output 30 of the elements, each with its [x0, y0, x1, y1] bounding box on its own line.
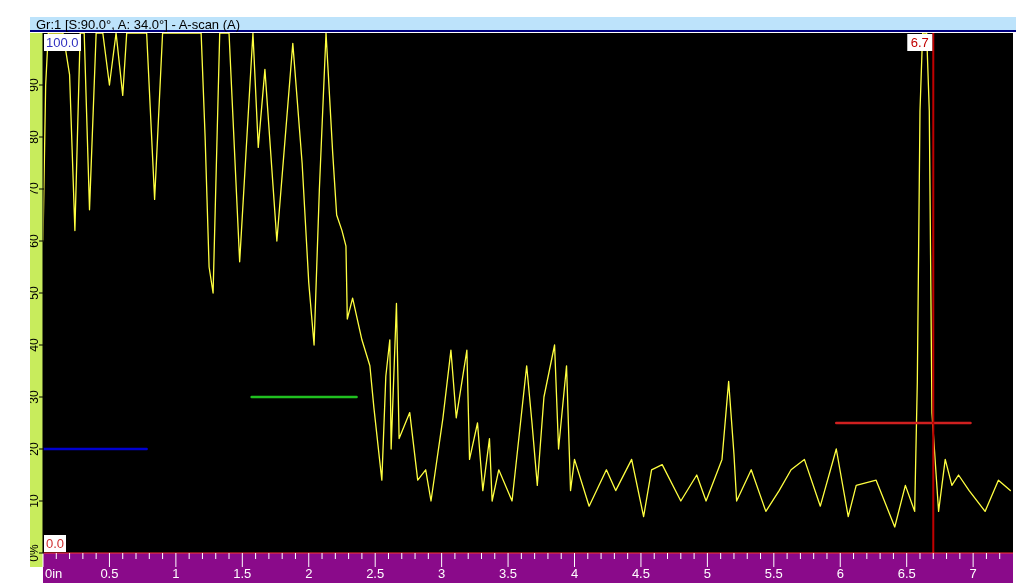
x-tick-label: 0.5 — [100, 566, 119, 581]
x-tick-label: 1.5 — [233, 566, 252, 581]
y-tick-label: 80 — [27, 130, 41, 144]
x-tick-label: 5.5 — [764, 566, 783, 581]
x-tick-label: 4.5 — [631, 566, 650, 581]
x-tick-label: 6 — [836, 566, 844, 581]
y-tick-label: 10 — [27, 494, 41, 508]
x-tick-label: 1 — [172, 566, 180, 581]
y-tick-label: 40 — [27, 338, 41, 352]
y-tick-label: 20 — [27, 442, 41, 456]
x-tick-label: 7 — [969, 566, 977, 581]
annotation: 0.0 — [44, 535, 67, 552]
chart-title: Gr:1 [S:90.0°, A: 34.0°] - A-scan (A) — [30, 17, 1016, 32]
x-tick-label: 3.5 — [499, 566, 518, 581]
y-tick-label: 90 — [27, 78, 41, 92]
x-tick-label: 4 — [570, 566, 579, 581]
y-tick-label: 60 — [27, 234, 41, 248]
y-tick-label: 30 — [27, 390, 41, 404]
x-tick-label: 6.5 — [897, 566, 916, 581]
y-tick-label: 50 — [27, 286, 41, 300]
x-tick-label: 2.5 — [366, 566, 385, 581]
y-tick-label: 0% — [27, 544, 41, 562]
annotation: 100.0 — [44, 34, 81, 51]
ref-line-label: 6.7 — [910, 35, 929, 50]
x-tick-label: 2 — [305, 566, 313, 581]
x-tick-label: 0in — [45, 566, 63, 581]
y-tick-label: 70 — [27, 182, 41, 196]
x-tick-label: 3 — [438, 566, 446, 581]
line-series — [43, 33, 1011, 528]
x-tick-label: 5 — [703, 566, 711, 581]
